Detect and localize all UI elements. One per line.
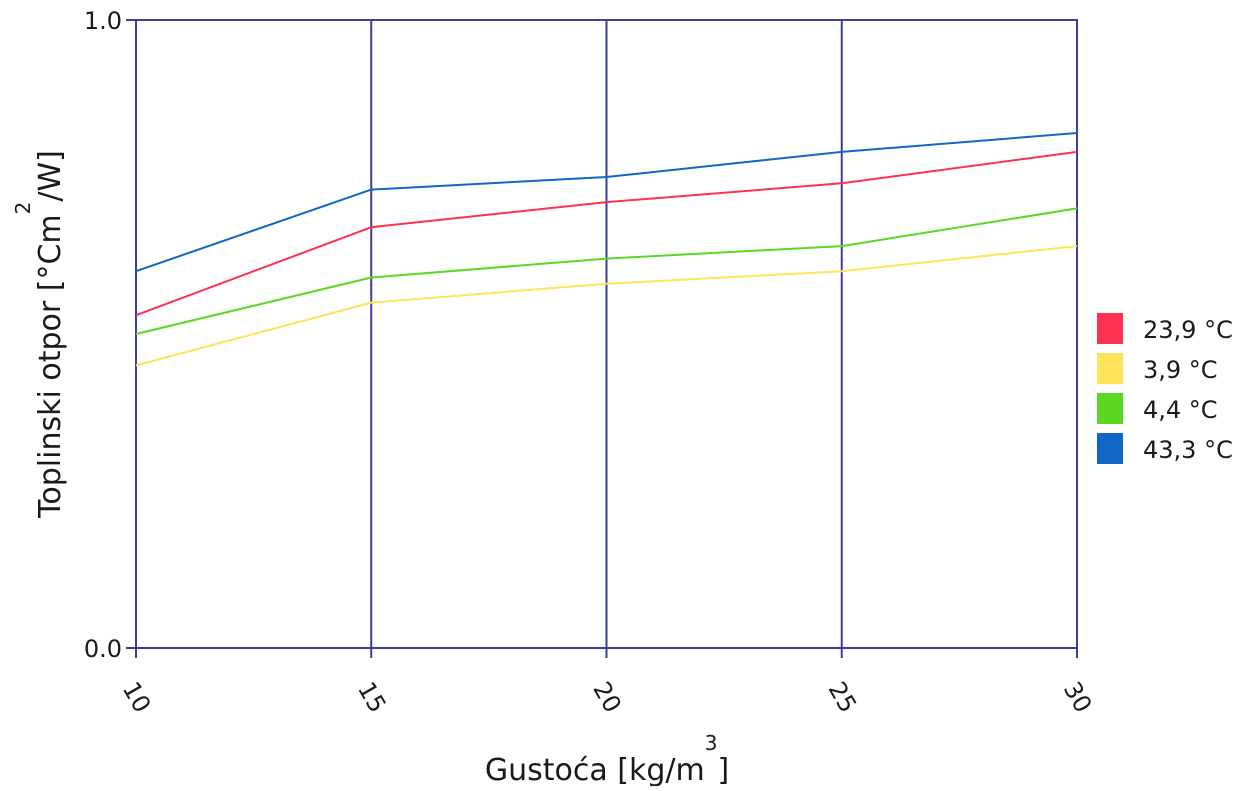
x-tick-label: 10 (117, 677, 157, 717)
legend-swatch (1097, 433, 1123, 464)
series-line (135, 150, 1078, 317)
y-axis-title-tail: /W] (33, 150, 68, 201)
x-axis-title-main: Gustoća [kg/m (485, 753, 705, 786)
legend-label: 23,9 °C (1143, 316, 1233, 344)
x-tick-label: 30 (1058, 677, 1098, 717)
x-tick-label: 25 (823, 677, 863, 717)
y-tick-label: 1.0 (84, 7, 122, 35)
legend-label: 3,9 °C (1143, 356, 1218, 384)
legend-label: 4,4 °C (1143, 396, 1218, 424)
y-tick-labels: 0.0 1.0 (84, 7, 122, 663)
y-tick-label: 0.0 (84, 635, 122, 663)
series-line (135, 245, 1078, 367)
series-line (135, 207, 1078, 335)
y-axis-title: Toplinski otpor [°Cm2/W] (11, 150, 68, 519)
legend-swatch (1097, 393, 1123, 424)
x-tick-label: 20 (587, 677, 627, 717)
y-axis-title-sup: 2 (11, 202, 35, 215)
series-lines (135, 132, 1078, 367)
grid-lines (126, 19, 1078, 658)
x-tick-labels: 10 15 20 25 30 (117, 677, 1098, 717)
x-tick-label: 15 (352, 677, 392, 717)
x-axis-title-sup: 3 (705, 731, 718, 755)
legend-swatch (1097, 353, 1123, 384)
x-axis-title-tail: ] (717, 753, 729, 786)
legend-label: 43,3 °C (1143, 436, 1233, 464)
y-axis-title-main: Toplinski otpor [°Cm (33, 214, 68, 518)
x-axis-title: Gustoća [kg/m3] (485, 731, 729, 786)
legend-swatch (1097, 313, 1123, 344)
legend: 23,9 °C 3,9 °C 4,4 °C 43,3 °C (1097, 313, 1233, 464)
series-line (135, 132, 1078, 273)
